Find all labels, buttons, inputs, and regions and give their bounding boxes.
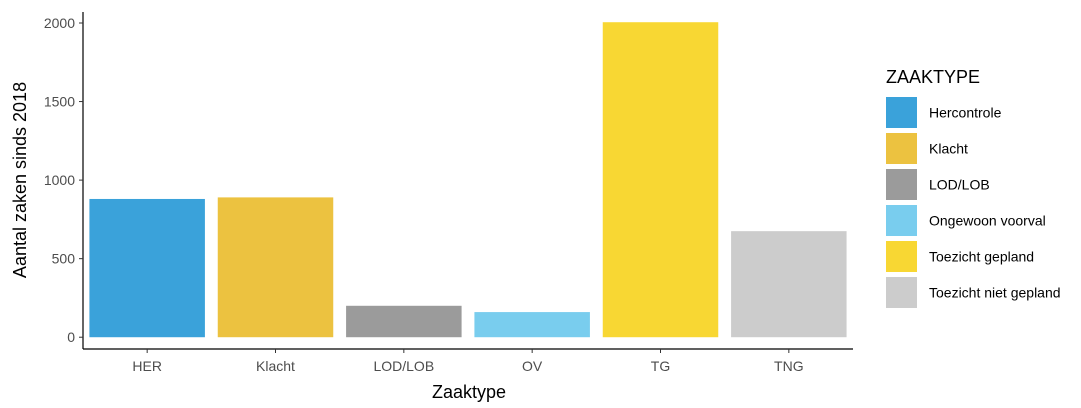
bar-her — [89, 198, 205, 338]
bar-lod-lob — [346, 305, 462, 338]
axes: 0 500 1000 1500 2000 HER Klacht LOD/LOB OV TG TNG — [44, 12, 853, 374]
bar-tng — [731, 231, 847, 338]
legend-swatch — [886, 241, 917, 272]
bar-klacht — [217, 197, 334, 338]
y-tick-label: 500 — [52, 251, 76, 267]
legend-swatch — [886, 133, 917, 164]
x-axis-title: Zaaktype — [432, 382, 506, 402]
x-tick-label: TNG — [774, 358, 804, 374]
legend: ZAAKTYPE Hercontrole Klacht LOD/LOB Ongewoo… — [886, 67, 1061, 308]
y-axis-title: Aantal zaken sinds 2018 — [10, 82, 30, 278]
legend-label: Toezicht gepland — [929, 249, 1034, 265]
legend-label: Hercontrole — [929, 105, 1002, 121]
x-tick-label: OV — [522, 358, 543, 374]
legend-label: LOD/LOB — [929, 177, 990, 193]
legend-swatch — [886, 277, 917, 308]
legend-label: Toezicht niet gepland — [929, 285, 1061, 301]
y-tick-label: 2000 — [44, 15, 75, 31]
bar-tg — [602, 22, 719, 338]
x-tick-label: TG — [651, 358, 670, 374]
x-tick-label: Klacht — [256, 358, 295, 374]
legend-label: Ongewoon voorval — [929, 213, 1046, 229]
y-tick-label: 1000 — [44, 172, 75, 188]
legend-swatch — [886, 205, 917, 236]
legend-swatch — [886, 97, 917, 128]
x-tick-label: LOD/LOB — [373, 358, 434, 374]
bar-ov — [474, 312, 590, 338]
y-tick-label: 0 — [67, 329, 75, 345]
legend-label: Klacht — [929, 141, 968, 157]
legend-title: ZAAKTYPE — [886, 67, 980, 87]
x-tick-label: HER — [132, 358, 162, 374]
legend-swatch — [886, 169, 917, 200]
y-tick-label: 1500 — [44, 94, 75, 110]
plot-area — [89, 22, 847, 338]
